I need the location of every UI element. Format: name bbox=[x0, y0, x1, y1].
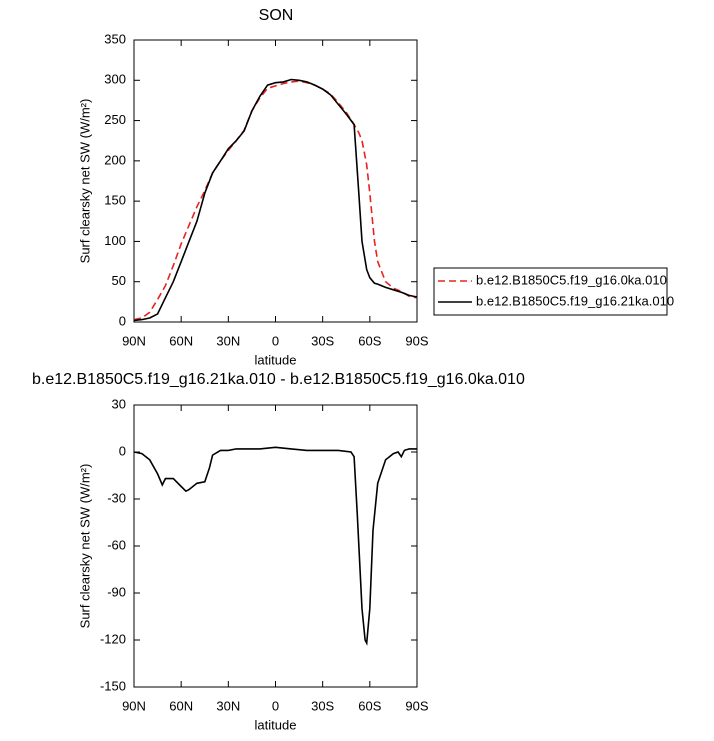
x-tick-label: 30S bbox=[311, 333, 334, 348]
y-tick-label: 150 bbox=[104, 193, 126, 208]
y-tick-label: 100 bbox=[104, 233, 126, 248]
y-tick-label: 0 bbox=[119, 443, 126, 458]
x-tick-label: 30S bbox=[311, 698, 334, 713]
x-tick-label: 90N bbox=[122, 333, 146, 348]
y-tick-label: 0 bbox=[119, 313, 126, 328]
y-axis-label: Surf clearsky net SW (W/m²) bbox=[77, 464, 92, 629]
y-tick-label: 250 bbox=[104, 112, 126, 127]
x-tick-label: 60N bbox=[169, 698, 193, 713]
y-tick-label: 30 bbox=[112, 396, 126, 411]
x-tick-label: 90S bbox=[405, 698, 428, 713]
chart-title: SON bbox=[259, 7, 294, 24]
x-axis-label: latitude bbox=[255, 717, 297, 732]
y-tick-label: 200 bbox=[104, 152, 126, 167]
x-tick-label: 0 bbox=[272, 698, 279, 713]
y-axis-label: Surf clearsky net SW (W/m²) bbox=[77, 99, 92, 264]
x-tick-label: 90N bbox=[122, 698, 146, 713]
x-tick-label: 30N bbox=[216, 698, 240, 713]
chart-title: b.e12.B1850C5.f19_g16.21ka.010 - b.e12.B… bbox=[32, 371, 525, 388]
x-tick-label: 60S bbox=[358, 698, 381, 713]
legend-box bbox=[433, 267, 668, 316]
y-tick-label: 350 bbox=[104, 31, 126, 46]
legend-label: b.e12.B1850C5.f19_g16.21ka.010 bbox=[476, 293, 674, 308]
x-tick-label: 0 bbox=[272, 333, 279, 348]
series-line bbox=[133, 78, 418, 322]
x-tick-label: 60S bbox=[358, 333, 381, 348]
y-tick-label: -30 bbox=[107, 490, 126, 505]
legend: b.e12.B1850C5.f19_g16.0ka.010 b.e12.B1850… bbox=[433, 267, 674, 316]
y-tick-label: -150 bbox=[100, 678, 126, 693]
y-tick-label: 300 bbox=[104, 72, 126, 87]
y-tick-label: -90 bbox=[107, 584, 126, 599]
y-tick-label: 50 bbox=[112, 273, 126, 288]
x-tick-label: 30N bbox=[216, 333, 240, 348]
x-axis-label: latitude bbox=[255, 352, 297, 367]
legend-label: b.e12.B1850C5.f19_g16.0ka.010 bbox=[476, 272, 667, 287]
x-tick-label: 90S bbox=[405, 333, 428, 348]
x-tick-label: 60N bbox=[169, 333, 193, 348]
y-tick-label: -60 bbox=[107, 537, 126, 552]
y-tick-label: -120 bbox=[100, 631, 126, 646]
series-line bbox=[133, 80, 418, 321]
series-line bbox=[133, 446, 417, 646]
